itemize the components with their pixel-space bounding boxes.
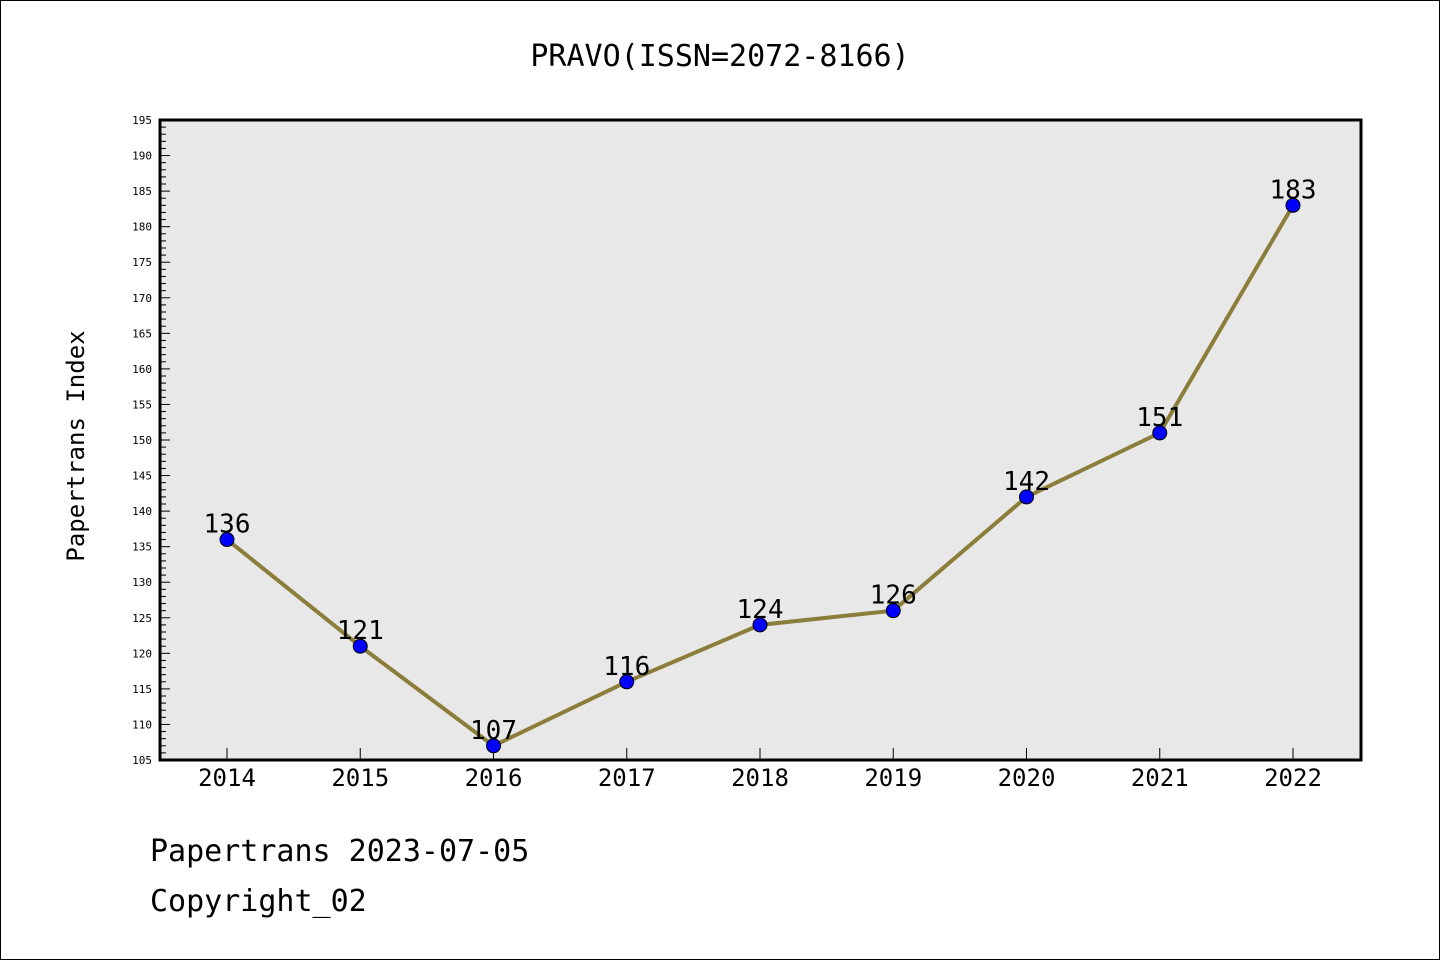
y-tick-label: 150 (132, 434, 152, 447)
y-tick-label: 125 (132, 612, 152, 625)
footer-date: Papertrans 2023-07-05 (150, 834, 530, 869)
y-tick-label: 165 (132, 327, 152, 340)
y-tick-label: 185 (132, 185, 152, 198)
data-label: 183 (1270, 175, 1317, 205)
data-point (219, 532, 235, 548)
x-tick-label: 2014 (198, 764, 256, 792)
y-tick-label: 140 (132, 505, 152, 518)
data-point (752, 617, 768, 633)
y-tick-label: 130 (132, 576, 152, 589)
data-label: 116 (603, 652, 650, 682)
y-tick-label: 110 (132, 718, 152, 731)
plot-area (158, 118, 1363, 762)
data-point (486, 738, 501, 754)
x-axis: 2014 2015 2016 2017 2018 2019 2020 2021 2022 (198, 748, 1322, 792)
data-label: 121 (337, 616, 384, 646)
chart-title: PRAVO(ISSN=2072-8166) (530, 39, 909, 74)
x-tick-label: 2022 (1264, 764, 1322, 792)
data-point (1152, 425, 1168, 441)
y-tick-label: 120 (132, 647, 152, 660)
data-label: 126 (870, 581, 917, 611)
footer-copyright: Copyright_02 (150, 884, 367, 919)
y-axis-label: Papertrans Index (62, 330, 90, 561)
y-tick-label: 190 (132, 150, 152, 163)
y-tick-label: 175 (132, 256, 152, 269)
x-tick-label: 2021 (1131, 764, 1189, 792)
y-tick-label: 160 (132, 363, 152, 376)
data-point (1019, 489, 1034, 505)
y-tick-label: 145 (132, 470, 152, 483)
data-point (619, 674, 635, 690)
y-tick-label: 170 (132, 292, 152, 305)
x-tick-label: 2018 (731, 764, 789, 792)
series-line-group: 136 121 107 116 124 126 142 151 183 (204, 175, 1317, 754)
data-label: 136 (204, 510, 251, 540)
y-tick-label: 195 (132, 114, 152, 127)
x-tick-label: 2020 (998, 764, 1056, 792)
x-tick-label: 2015 (331, 764, 389, 792)
data-point (1285, 197, 1301, 213)
x-tick-label: 2019 (864, 764, 922, 792)
y-axis: 105 110 115 120 125 130 135 140 145 150 155 160 165 1… (132, 114, 170, 767)
data-label: 124 (737, 595, 784, 625)
data-point (352, 638, 368, 654)
data-point (885, 603, 901, 619)
y-tick-label: 105 (132, 754, 152, 767)
y-tick-label: 135 (132, 541, 152, 554)
data-label: 151 (1136, 403, 1183, 433)
data-label: 107 (470, 716, 517, 746)
x-tick-label: 2016 (465, 764, 523, 792)
y-tick-label: 115 (132, 683, 152, 696)
y-tick-label: 180 (132, 221, 152, 234)
x-tick-label: 2017 (598, 764, 656, 792)
data-label: 142 (1003, 467, 1050, 497)
y-tick-label: 155 (132, 398, 152, 411)
